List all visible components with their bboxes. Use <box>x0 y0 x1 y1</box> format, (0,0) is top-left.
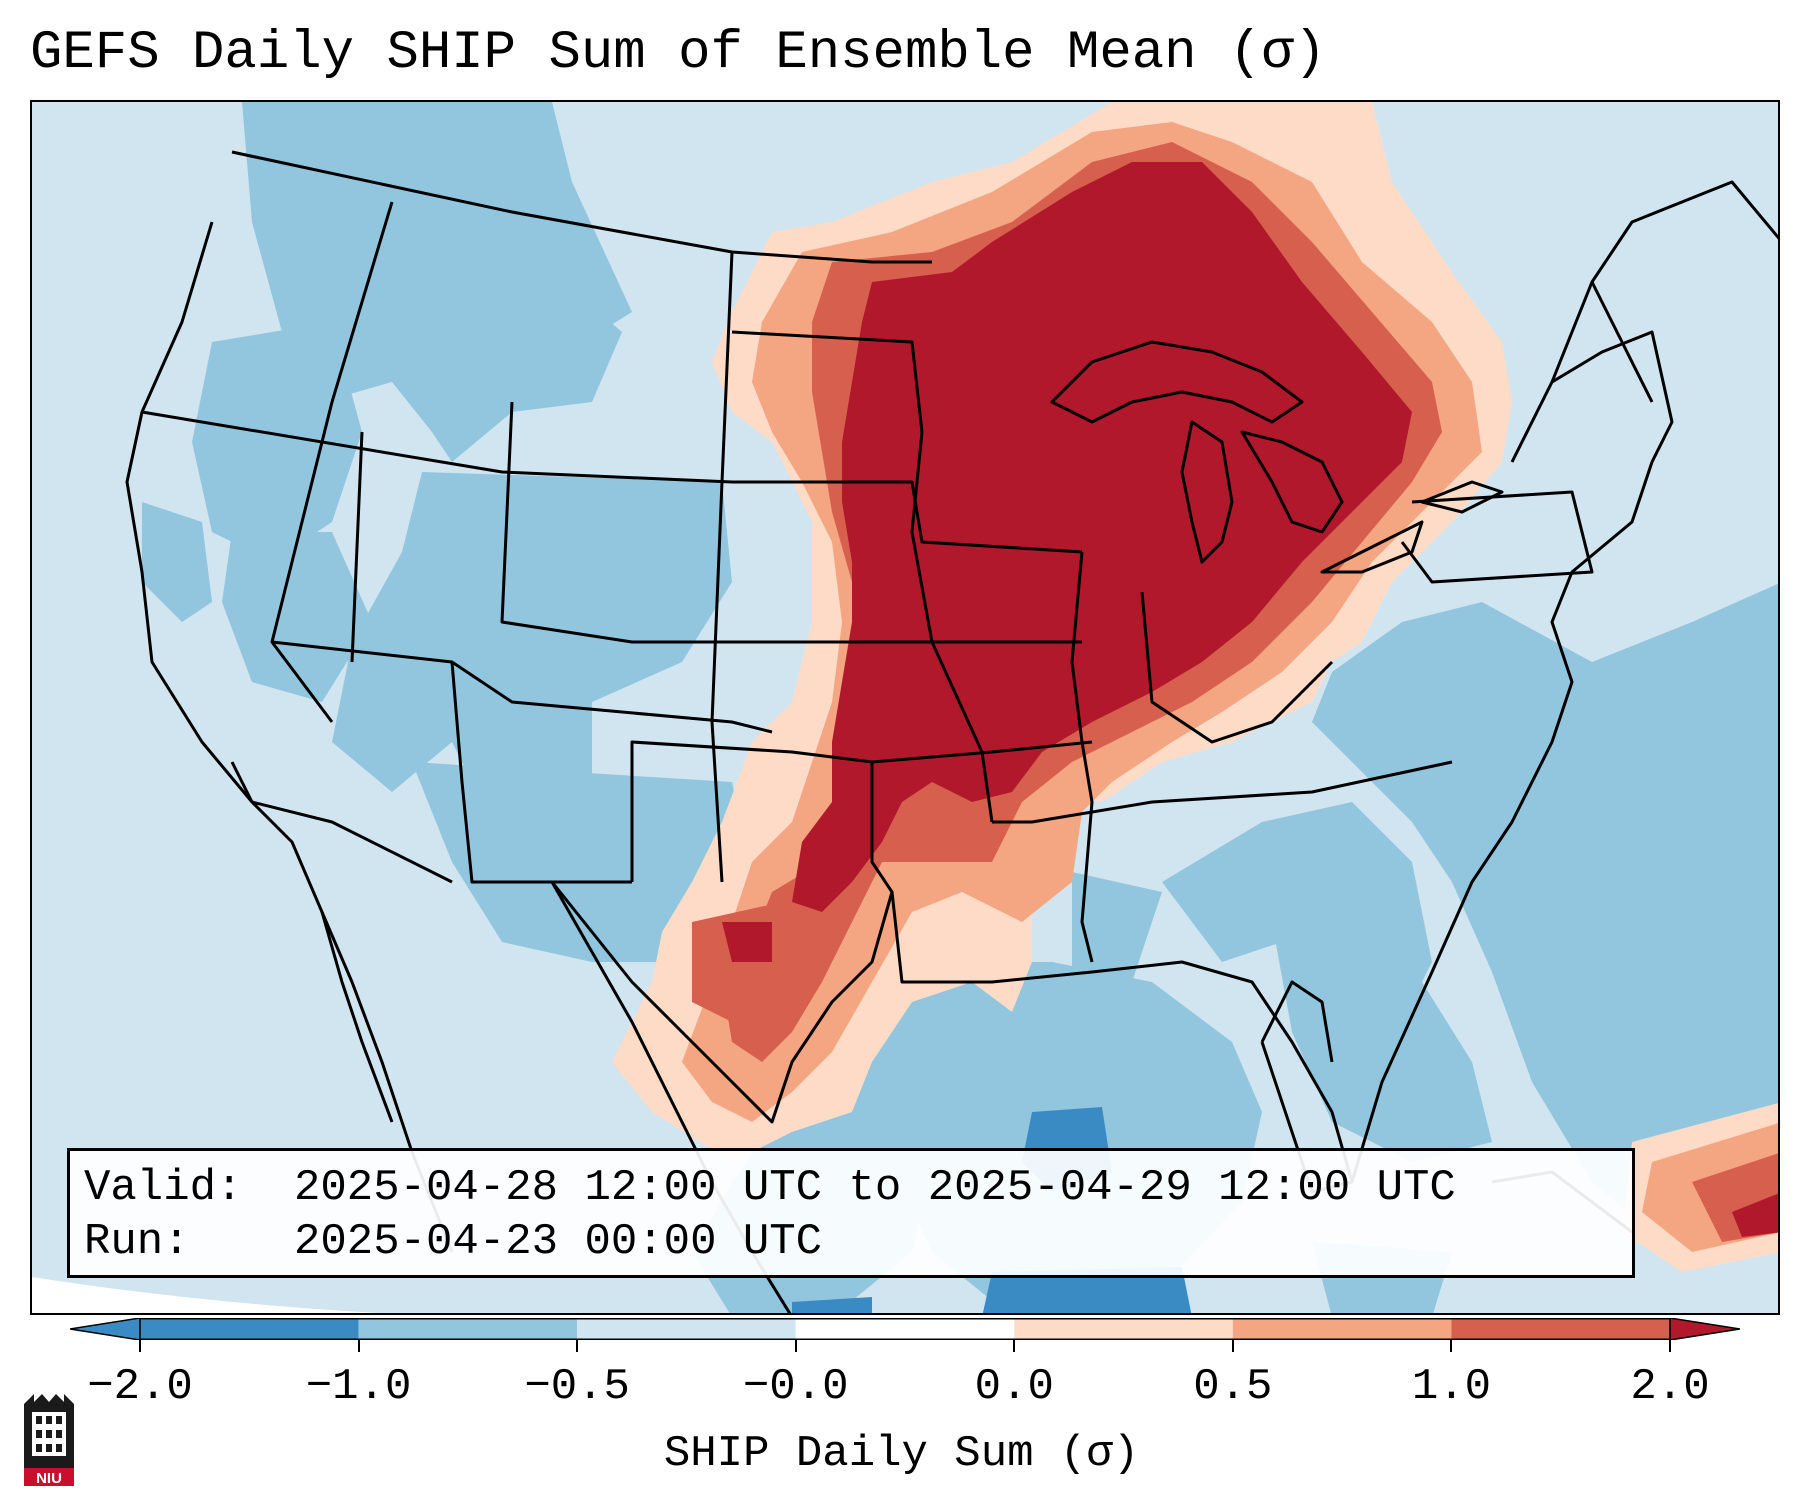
colorbar-tick-mark <box>1450 1340 1453 1352</box>
colorbar-tick-mark <box>1669 1340 1671 1352</box>
colorbar-segment <box>577 1318 796 1340</box>
colorbar-extend-low <box>70 1318 141 1340</box>
projection-edge <box>32 1277 380 1313</box>
valid-line: Valid: 2025-04-28 12:00 UTC to 2025-04-29… <box>84 1161 1618 1215</box>
colorbar-tick-mark <box>1013 1340 1016 1352</box>
valid-value: 2025-04-28 12:00 UTC to 2025-04-29 12:00… <box>294 1163 1456 1213</box>
colorbar-tick-label: 2.0 <box>1630 1362 1710 1412</box>
colorbar-tick-mark <box>139 1340 141 1352</box>
colorbar-tick-mark <box>357 1340 360 1352</box>
anomaly-map <box>32 102 1778 1313</box>
colorbar-border <box>139 1318 1671 1340</box>
colorbar-tick-mark <box>1231 1340 1234 1352</box>
logo-text: NIU <box>36 1470 62 1487</box>
colorbar-tick-label: −2.0 <box>87 1362 193 1412</box>
colorbar-tick-mark <box>794 1340 797 1352</box>
colorbar-tick-mark <box>576 1340 579 1352</box>
colorbar-tick-label: −0.5 <box>524 1362 630 1412</box>
colorbar-tick-label: 0.0 <box>974 1362 1054 1412</box>
colorbar-segment <box>1014 1318 1233 1340</box>
colorbar-segment <box>795 1318 1015 1340</box>
colorbar-extend-high <box>1669 1318 1740 1340</box>
niu-logo-icon: NIU <box>24 1394 74 1487</box>
colorbar-segment <box>1232 1318 1452 1340</box>
colorbar-segment <box>140 1318 359 1340</box>
colorbar-tick-label: 1.0 <box>1411 1362 1492 1412</box>
colorbar-tick-label: 0.5 <box>1193 1362 1273 1412</box>
run-label: Run: <box>84 1217 190 1267</box>
valid-run-info-box: Valid: 2025-04-28 12:00 UTC to 2025-04-29… <box>67 1148 1635 1278</box>
map-title: GEFS Daily SHIP Sum of Ensemble Mean (σ) <box>30 23 1327 84</box>
colorbar-segment <box>1451 1318 1670 1340</box>
colorbar-tick-label: −1.0 <box>305 1362 412 1412</box>
valid-label: Valid: <box>84 1163 243 1213</box>
colorbar-segment <box>358 1318 578 1340</box>
colorbar-label: SHIP Daily Sum (σ) <box>663 1429 1140 1479</box>
colorbar <box>70 1318 1740 1340</box>
run-value: 2025-04-23 00:00 UTC <box>294 1217 823 1267</box>
colorbar-tick-label: −0.0 <box>742 1362 849 1412</box>
map-panel <box>30 100 1780 1315</box>
strong-positive-anomaly-regions <box>722 162 1778 1237</box>
run-line: Run: 2025-04-23 00:00 UTC <box>84 1215 1618 1269</box>
